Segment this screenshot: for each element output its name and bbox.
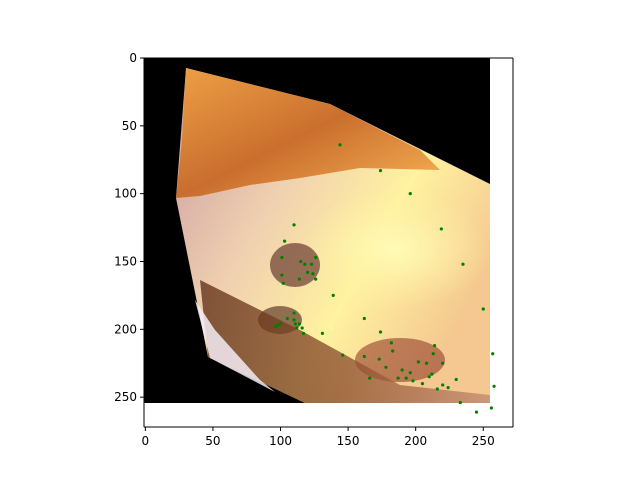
scatter-point [368,376,372,380]
scatter-point [433,344,437,348]
x-tick-label: 50 [205,434,220,448]
x-tick-label: 150 [337,434,360,448]
scatter-point [439,227,443,231]
scatter-point [400,368,404,372]
x-tick-label: 200 [404,434,427,448]
y-tick-label: 0 [129,51,137,65]
scatter-point [378,330,383,334]
scatter-point [408,192,412,196]
scatter-point [276,323,280,327]
scatter-point [481,307,485,311]
scatter-point [297,322,302,326]
scatter-point [292,318,296,322]
y-tick-label: 150 [114,254,137,268]
y-tick-label: 200 [114,322,137,336]
scatter-point [408,371,412,375]
x-tick-label: 250 [472,434,495,448]
scatter-point [441,361,445,365]
scatter-point [281,281,285,285]
scatter-point [441,383,445,387]
background-image [144,58,490,403]
scatter-point [273,325,277,329]
scatter-point [420,381,425,386]
scatter-point [292,223,296,227]
scatter-point [297,277,302,281]
y-axis: 0 50 100 150 200 250 [114,51,144,404]
scatter-point [377,357,381,361]
scatter-point [424,361,429,365]
y-tick-label: 50 [122,119,137,133]
scatter-point [282,239,287,243]
scatter-point [310,262,314,266]
y-tick-label: 100 [114,187,137,201]
scatter-point [446,386,450,390]
scatter-point [384,365,388,369]
scatter-point [391,349,395,353]
scatter-point [431,352,435,356]
y-tick-label: 250 [114,390,137,404]
scatter-point [404,376,408,380]
scatter-point [411,379,415,383]
scatter-point [314,277,318,281]
scatter-point [491,352,495,356]
scatter-point [396,376,400,380]
scatter-point [389,341,393,345]
scatter-point [305,270,310,274]
scatter-point [280,273,284,277]
x-tick-label: 100 [269,434,292,448]
x-tick-label: 0 [142,434,150,448]
scatter-point [331,293,335,298]
scatter-point [362,316,366,321]
scatter-point [454,377,458,382]
scatter-point [416,360,420,364]
scatter-point [299,259,303,264]
scatter-point [430,372,434,376]
scatter-point [314,255,318,260]
scatter-point [280,255,284,260]
scatter-point [341,353,345,357]
scatter-point [492,384,496,388]
axes-frame [143,57,514,428]
scatter-point [378,168,383,173]
scatter-point [285,316,289,321]
scatter-point [300,326,304,330]
scatter-point [435,387,439,391]
scatter-point [458,400,462,405]
scatter-point [489,406,493,410]
scatter-point [311,272,315,276]
scatter-point [303,262,307,266]
scatter-point [427,375,431,379]
scatter-point [338,143,342,147]
x-axis: 0 50 100 150 200 250 [142,427,495,448]
scatter-point [474,410,479,414]
scatter-series [273,143,496,414]
scatter-point [293,322,297,326]
scatter-point [301,331,306,335]
scatter-point [461,262,465,266]
scatter-point [295,326,299,330]
scatter-point [292,311,296,315]
scatter-point [362,354,366,359]
scatter-point [320,331,325,335]
scatter-point [278,322,283,326]
